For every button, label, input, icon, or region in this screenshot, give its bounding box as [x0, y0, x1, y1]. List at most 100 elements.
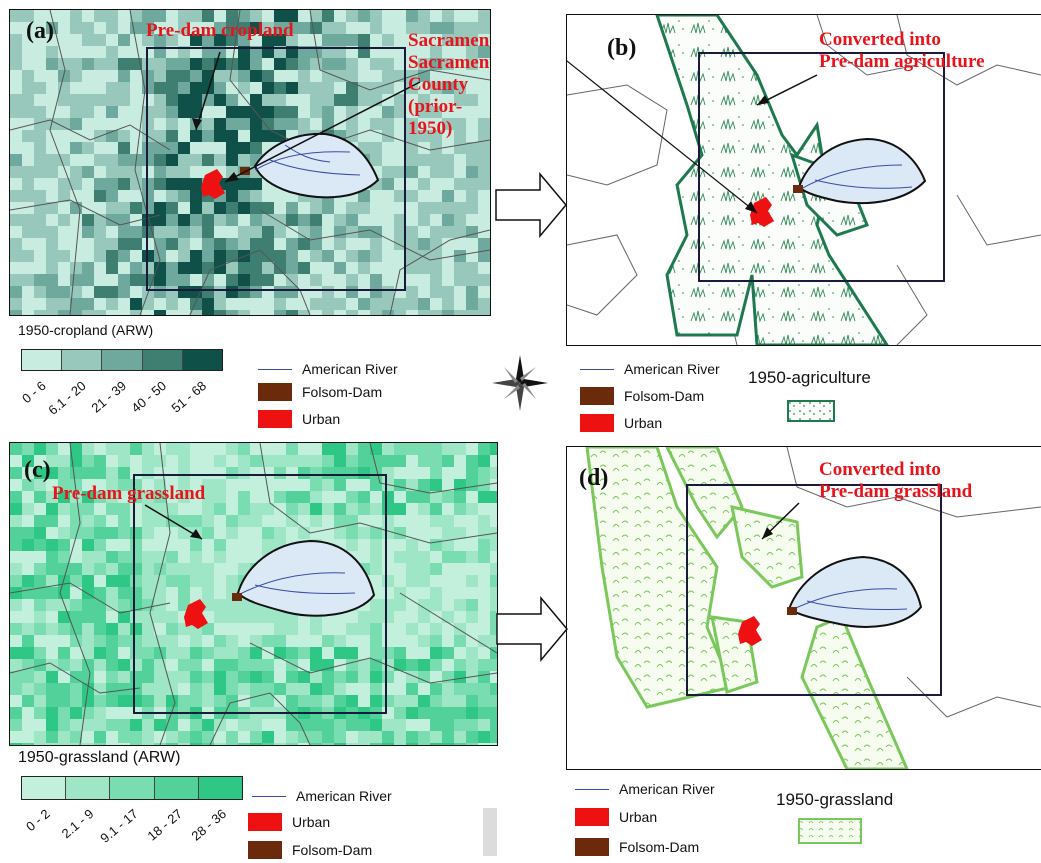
- raster-cell: [142, 635, 154, 647]
- raster-cell: [298, 118, 310, 130]
- right-block-arrow-icon: [495, 596, 569, 662]
- raster-cell: [238, 238, 250, 250]
- raster-cell: [202, 298, 214, 310]
- raster-cell: [490, 695, 497, 707]
- raster-cell: [358, 491, 370, 503]
- raster-cell: [70, 719, 82, 731]
- legend-river-top: American River: [258, 361, 398, 377]
- raster-cell: [10, 683, 22, 695]
- raster-cell: [262, 106, 274, 118]
- raster-cell: [274, 94, 286, 106]
- raster-cell: [166, 286, 178, 298]
- raster-cell: [214, 70, 226, 82]
- raster-cell: [190, 262, 202, 274]
- raster-cell: [262, 695, 274, 707]
- raster-cell: [322, 695, 334, 707]
- raster-cell: [94, 467, 106, 479]
- raster-cell: [34, 443, 46, 455]
- raster-cell: [106, 563, 118, 575]
- raster-cell: [82, 659, 94, 671]
- raster-cell: [382, 719, 394, 731]
- raster-cell: [82, 262, 94, 274]
- raster-cell: [274, 623, 286, 635]
- raster-cell: [10, 491, 22, 503]
- raster-cell: [430, 539, 442, 551]
- raster-cell: [286, 58, 298, 70]
- raster-cell: [334, 467, 346, 479]
- raster-cell: [382, 166, 394, 178]
- raster-cell: [418, 635, 430, 647]
- raster-cell: [334, 479, 346, 491]
- raster-cell: [22, 503, 34, 515]
- raster-cell: [214, 130, 226, 142]
- raster-cell: [70, 142, 82, 154]
- raster-cell: [322, 719, 334, 731]
- raster-cell: [46, 551, 58, 563]
- converted-agriculture-annotation: Converted into Pre-dam agriculture: [819, 29, 985, 73]
- cropland-legend-title: 1950-cropland (ARW): [18, 322, 153, 338]
- raster-cell: [418, 563, 430, 575]
- raster-cell: [142, 575, 154, 587]
- raster-cell: [430, 503, 442, 515]
- agriculture-pattern-swatch: [787, 400, 835, 422]
- raster-cell: [250, 178, 262, 190]
- raster-cell: [178, 238, 190, 250]
- raster-cell: [430, 443, 442, 455]
- raster-cell: [46, 659, 58, 671]
- raster-cell: [406, 707, 418, 719]
- raster-cell: [250, 274, 262, 286]
- raster-cell: [130, 202, 142, 214]
- raster-cell: [454, 262, 466, 274]
- raster-cell: [466, 202, 478, 214]
- raster-cell: [58, 707, 70, 719]
- raster-cell: [310, 683, 322, 695]
- raster-cell: [70, 118, 82, 130]
- raster-cell: [262, 671, 274, 683]
- agriculture-legend-title: 1950-agriculture: [748, 368, 871, 388]
- raster-cell: [166, 154, 178, 166]
- raster-cell: [70, 262, 82, 274]
- raster-cell: [70, 70, 82, 82]
- raster-cell: [274, 310, 286, 315]
- legend-urban-c: Urban: [248, 813, 330, 831]
- raster-cell: [10, 298, 22, 310]
- raster-cell: [286, 491, 298, 503]
- raster-cell: [274, 82, 286, 94]
- raster-cell: [106, 262, 118, 274]
- raster-cell: [250, 719, 262, 731]
- raster-cell: [418, 443, 430, 455]
- raster-cell: [250, 70, 262, 82]
- raster-cell: [334, 719, 346, 731]
- raster-cell: [10, 46, 22, 58]
- raster-cell: [118, 130, 130, 142]
- legend-river-b: American River: [580, 361, 720, 377]
- pre-dam-cropland-annotation: Pre-dam cropland: [146, 20, 294, 42]
- raster-cell: [418, 503, 430, 515]
- raster-cell: [298, 238, 310, 250]
- raster-cell: [178, 58, 190, 70]
- raster-cell: [370, 142, 382, 154]
- raster-cell: [34, 743, 46, 745]
- raster-cell: [22, 635, 34, 647]
- raster-cell: [202, 250, 214, 262]
- raster-cell: [298, 214, 310, 226]
- raster-cell: [418, 659, 430, 671]
- raster-cell: [166, 130, 178, 142]
- raster-cell: [214, 611, 226, 623]
- raster-cell: [82, 551, 94, 563]
- raster-cell: [166, 611, 178, 623]
- raster-cell: [406, 226, 418, 238]
- raster-cell: [346, 539, 358, 551]
- raster-cell: [214, 250, 226, 262]
- raster-cell: [382, 70, 394, 82]
- raster-cell: [358, 262, 370, 274]
- raster-cell: [310, 659, 322, 671]
- raster-cell: [82, 611, 94, 623]
- raster-cell: [154, 455, 166, 467]
- raster-cell: [382, 671, 394, 683]
- raster-cell: [238, 286, 250, 298]
- raster-cell: [370, 154, 382, 166]
- cropland-class-label: 51 - 68: [168, 378, 209, 416]
- raster-cell: [322, 34, 334, 46]
- raster-cell: [70, 274, 82, 286]
